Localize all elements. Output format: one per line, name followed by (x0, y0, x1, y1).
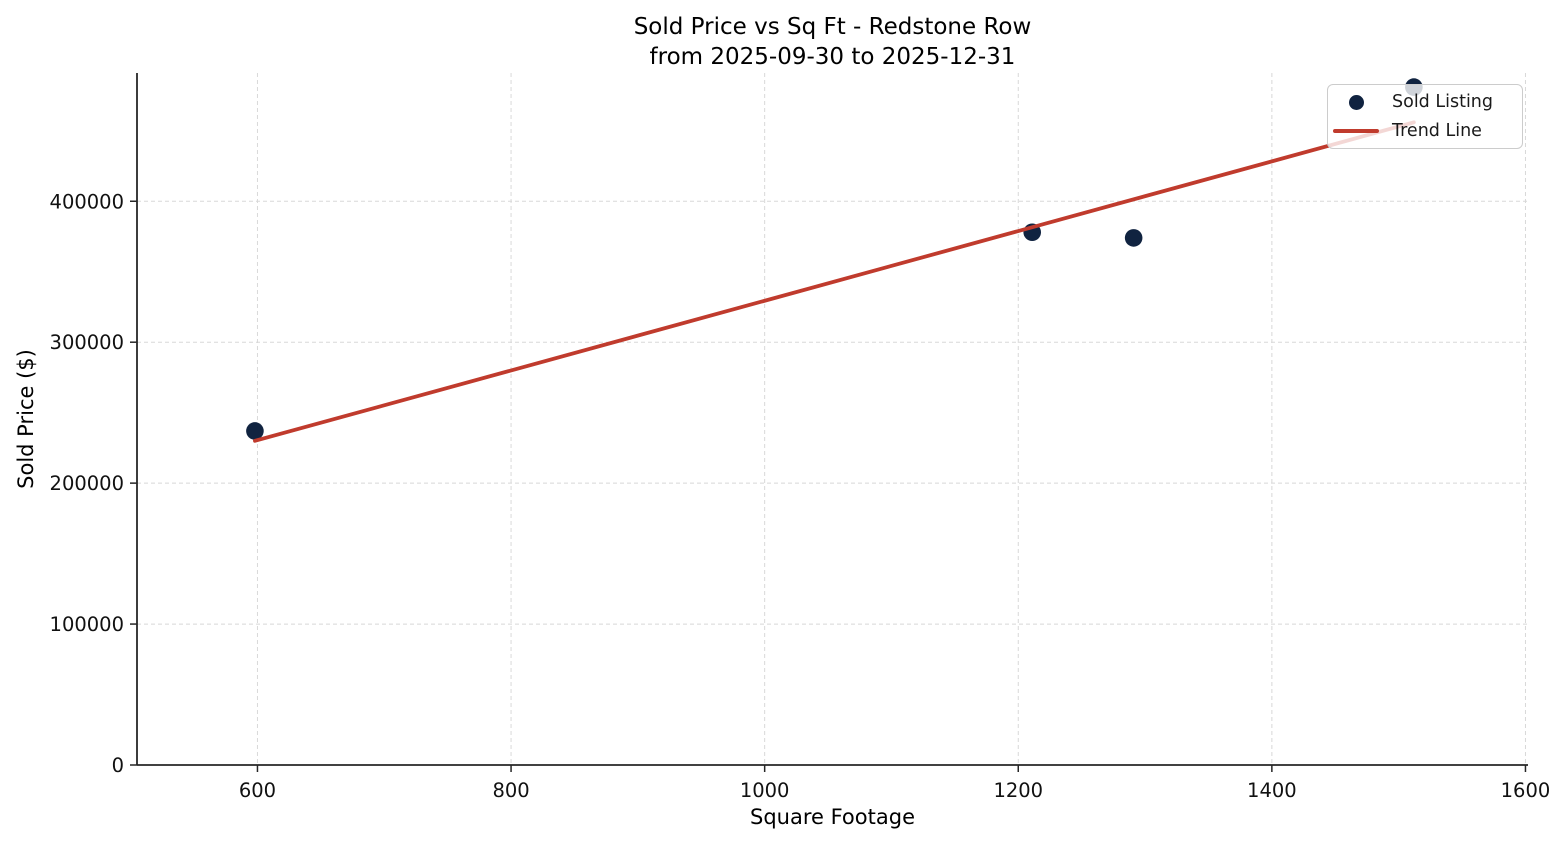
chart-title: Sold Price vs Sq Ft - Redstone Row (633, 14, 1032, 40)
scatter-point (1124, 229, 1143, 247)
legend-item-trend-line: Trend Line (1328, 118, 1522, 144)
y-tick-label: 0 (112, 754, 124, 777)
y-axis-label: Sold Price ($) (14, 349, 38, 489)
x-tick-label: 1000 (740, 779, 790, 802)
chart-title-block: Sold Price vs Sq Ft - Redstone Row from … (137, 12, 1528, 72)
chart-subtitle: from 2025-09-30 to 2025-12-31 (649, 44, 1016, 70)
x-tick-label: 1200 (993, 779, 1043, 802)
trend-line-segment-icon (1328, 128, 1384, 133)
y-tick-label: 400000 (50, 190, 124, 213)
legend-item-sold-listing: Sold Listing (1328, 89, 1522, 115)
x-axis-label: Square Footage (750, 805, 915, 829)
x-tick-label: 600 (239, 779, 276, 802)
scatter-point (246, 422, 264, 440)
sold-listing-dot-icon (1328, 94, 1384, 110)
scatter-marker-swatch (1348, 94, 1364, 110)
legend-label-sold-listing: Sold Listing (1392, 92, 1494, 113)
x-tick-label: 1600 (1501, 779, 1551, 802)
legend: Sold Listing Trend Line (1327, 84, 1523, 149)
legend-label-trend-line: Trend Line (1392, 120, 1482, 141)
trend-line (253, 120, 1416, 443)
y-tick-label: 100000 (50, 613, 124, 636)
x-tick-label: 800 (492, 779, 529, 802)
x-tick-label: 1400 (1247, 779, 1297, 802)
line-marker-swatch (1333, 128, 1379, 133)
y-tick-label: 300000 (50, 331, 124, 354)
y-tick-label: 200000 (50, 472, 124, 495)
